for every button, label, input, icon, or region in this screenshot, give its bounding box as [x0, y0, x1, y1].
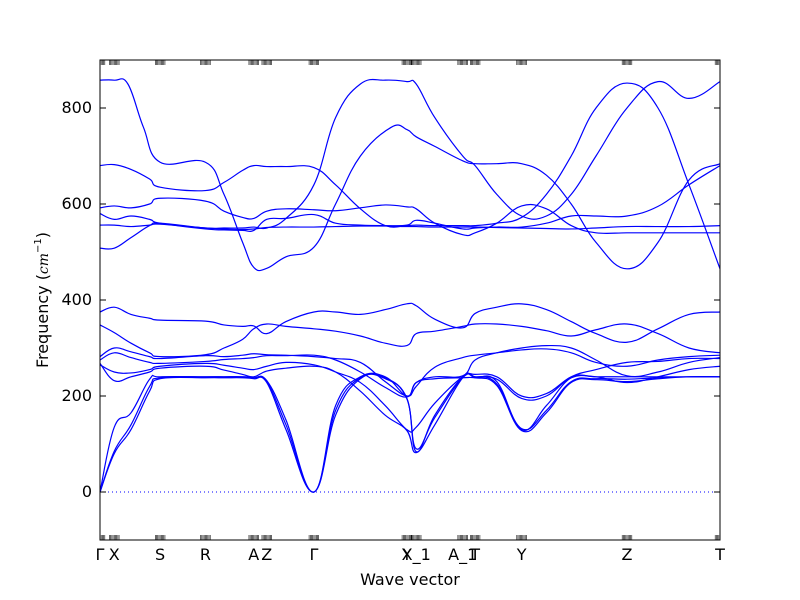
y-tick-label: 400	[61, 290, 92, 309]
x-tick-label: A	[248, 545, 259, 564]
x-axis-label: Wave vector	[360, 570, 460, 589]
y-axis-ticks	[100, 107, 720, 493]
band-line	[99, 362, 721, 454]
band-line	[99, 78, 721, 250]
y-tick-label: 0	[82, 482, 92, 501]
x-tick-label: X_1	[402, 545, 431, 565]
y-axis-label-exponent: −1	[33, 238, 44, 253]
x-tick-label: A_1	[448, 545, 477, 565]
band-line	[99, 373, 721, 493]
x-tick-label: S	[155, 545, 165, 564]
band-line	[99, 78, 721, 272]
x-tick-label: Γ	[309, 545, 318, 564]
y-axis-label: Frequency (cm−1)	[33, 232, 52, 368]
y-axis-label-suffix: )	[33, 232, 52, 238]
y-axis-label-prefix: Frequency (	[33, 274, 52, 368]
x-tick-label: T	[469, 545, 480, 564]
band-line	[99, 344, 721, 398]
x-tick-label: Z	[622, 545, 633, 564]
y-tick-label: 200	[61, 386, 92, 405]
x-tick-label: T	[714, 545, 725, 564]
x-tick-label: R	[200, 545, 211, 564]
x-tick-label: Y	[516, 545, 527, 564]
x-tick-label: Z	[261, 545, 272, 564]
x-tick-label: X	[109, 545, 120, 564]
y-axis-label-unit: cm	[36, 253, 52, 274]
band-lines	[99, 78, 721, 493]
band-line	[99, 372, 721, 493]
y-tick-label: 600	[61, 194, 92, 213]
band-line	[99, 357, 721, 433]
x-tick-labels: Γ X S R A Z Γ YX_1 A_1T Y Z T	[96, 545, 726, 565]
high-symmetry-ticks	[99, 60, 721, 540]
band-line	[99, 347, 721, 397]
y-tick-label: 800	[61, 98, 92, 117]
band-line	[99, 302, 721, 343]
plot-frame	[99, 59, 721, 541]
y-tick-labels: 0 200 400 600 800	[61, 98, 92, 501]
x-tick-label: Γ	[96, 545, 105, 564]
x-tick-label: Y	[401, 545, 412, 564]
